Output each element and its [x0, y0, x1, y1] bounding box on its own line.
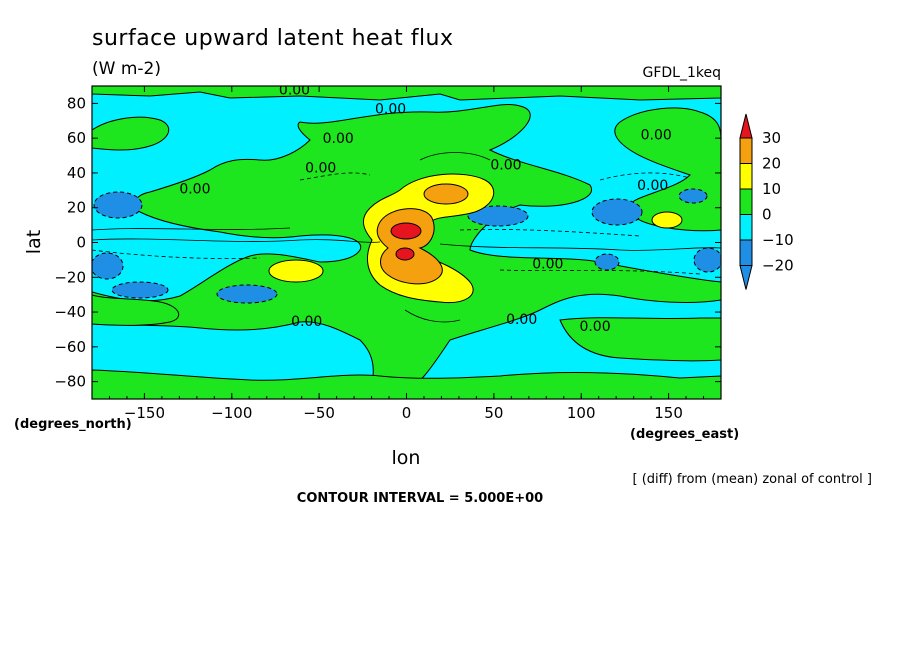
y-tick-label: 80 — [67, 94, 86, 112]
x-tick-label: 0 — [402, 404, 412, 422]
plot-area: 0.00 0.00 0.00 0.00 0.00 0.00 0.00 0.00 … — [92, 82, 721, 399]
colorbar-bottom-arrow — [739, 265, 753, 290]
x-tick-label: −150 — [124, 404, 165, 422]
colorbar-top-arrow — [739, 113, 753, 139]
x-tick-label: 150 — [654, 404, 683, 422]
y-tick-label: −80 — [54, 373, 86, 391]
colorbar-label: 0 — [762, 206, 772, 224]
chart-units: (W m-2) — [92, 59, 161, 79]
x-tick-label: −100 — [211, 404, 252, 422]
x-tick-label: 100 — [567, 404, 596, 422]
field-above-thirty — [390, 222, 422, 261]
model-name: GFDL_1keq — [643, 65, 722, 81]
colorbar-label: −10 — [762, 231, 794, 249]
y-tick-label: −20 — [54, 268, 86, 286]
colorbar-segment — [739, 137, 753, 164]
contour-label: 0.00 — [323, 131, 354, 147]
contour-label: 0.00 — [637, 178, 668, 194]
difference-note: [ (diff) from (mean) zonal of control ] — [633, 472, 872, 487]
contour-label: 0.00 — [506, 312, 537, 328]
x-axis-label: lon — [392, 447, 421, 469]
contour-label: 0.00 — [579, 319, 610, 335]
colorbar-label: 10 — [762, 180, 781, 198]
contour-label: 0.00 — [291, 314, 322, 330]
colorbar-segment — [739, 214, 753, 241]
colorbar-segment — [739, 239, 753, 266]
y-axis-label: lat — [23, 230, 45, 254]
y-unit-label: (degrees_north) — [14, 417, 132, 432]
y-tick-label: 0 — [76, 234, 86, 252]
x-tick-label: −50 — [303, 404, 335, 422]
chart-title: surface upward latent heat flux — [92, 26, 454, 51]
contour-label: 0.00 — [305, 161, 336, 177]
contour-lines — [92, 152, 721, 323]
y-tick-label: 20 — [67, 199, 86, 217]
x-tick-label: 50 — [484, 404, 503, 422]
colorbar-label: 20 — [762, 155, 781, 173]
x-unit-label: (degrees_east) — [630, 427, 739, 442]
colorbar-label: 30 — [762, 129, 781, 147]
contour-label: 0.00 — [532, 256, 563, 272]
x-axis-ticks: −150 −100 −50 0 50 100 150 — [108, 86, 705, 422]
y-tick-label: −40 — [54, 303, 86, 321]
field-below-minus-ten — [92, 188, 721, 304]
contour-labels: 0.00 0.00 0.00 0.00 0.00 0.00 0.00 0.00 … — [179, 82, 672, 335]
y-tick-label: −60 — [54, 338, 86, 356]
y-axis-ticks: −80 −60 −40 −20 0 20 40 60 80 — [54, 94, 721, 391]
contour-label: 0.00 — [279, 82, 310, 98]
contour-interval: CONTOUR INTERVAL = 5.000E+00 — [297, 491, 543, 506]
contour-label: 0.00 — [490, 157, 521, 173]
y-tick-label: 40 — [67, 164, 86, 182]
contour-label: 0.00 — [641, 128, 672, 144]
contour-label: 0.00 — [179, 182, 210, 198]
colorbar-segment — [739, 163, 753, 190]
colorbar-segment — [739, 188, 753, 215]
contour-label: 0.00 — [375, 102, 406, 118]
y-tick-label: 60 — [67, 129, 86, 147]
colorbar-label: −20 — [762, 257, 794, 275]
colorbar: 30 20 10 0 −10 −20 — [739, 113, 794, 290]
